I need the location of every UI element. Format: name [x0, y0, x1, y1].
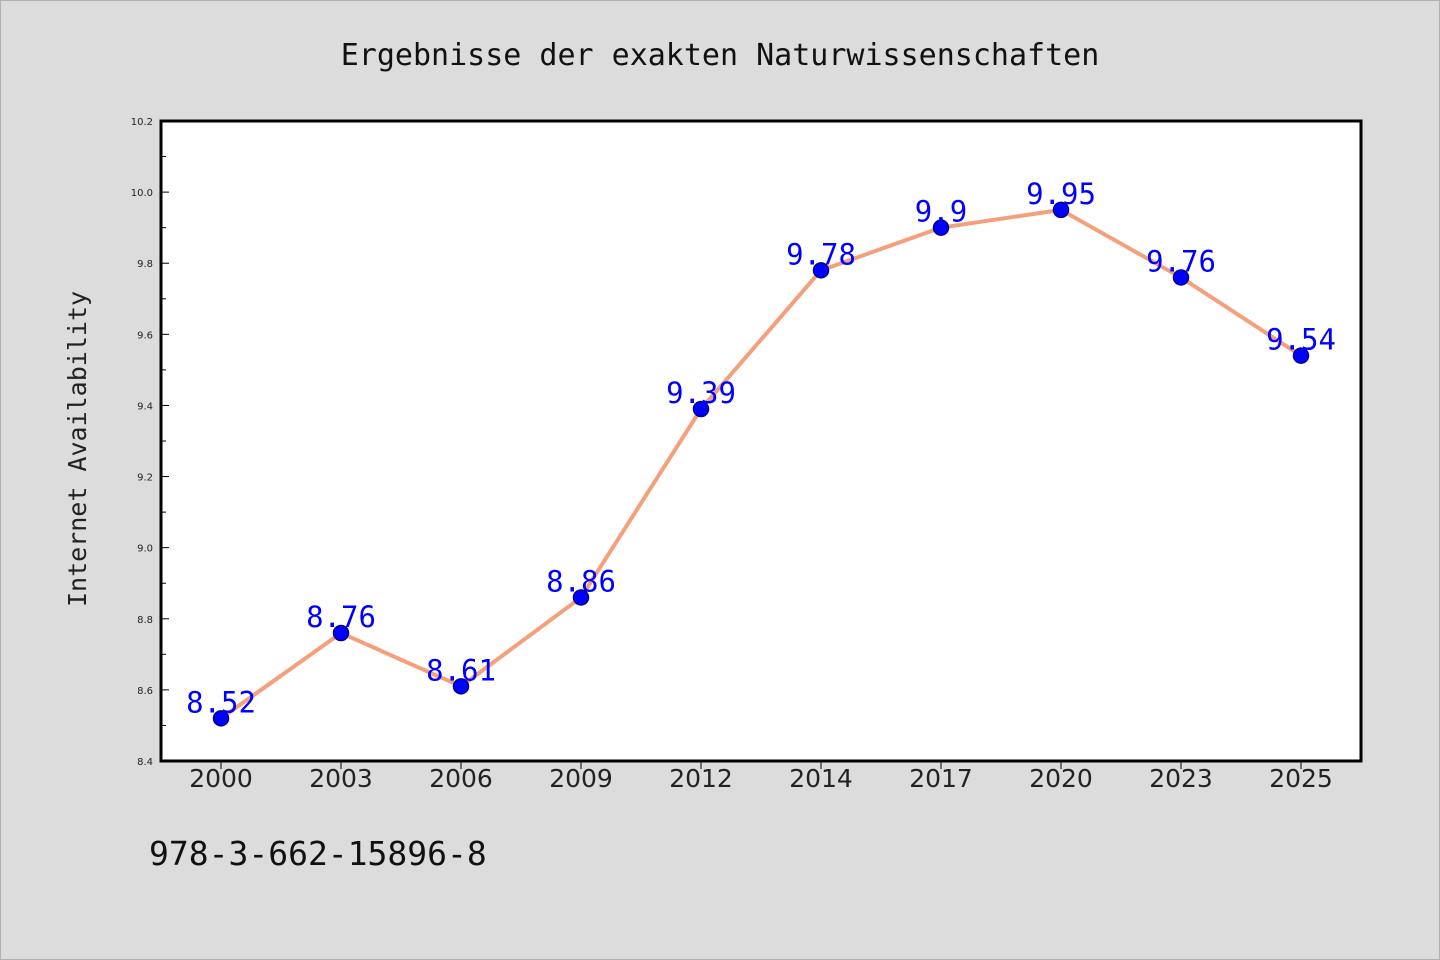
x-tick-label: 2009: [549, 764, 613, 793]
y-axis-label: Internet Availability: [63, 291, 92, 607]
data-label: 9.76: [1146, 244, 1216, 278]
data-label: 8.61: [426, 653, 496, 687]
y-axis-ticks: 8.4 8.6 8.8 9.0 9.2 9.4 9.6 9.8 10.0 10.2: [131, 117, 169, 768]
x-tick-label: 2000: [189, 764, 253, 793]
y-tick-label: 9.0: [137, 544, 153, 555]
data-point: [1172, 269, 1190, 286]
isbn-footer: 978-3-662-15896-8: [149, 834, 487, 873]
data-label: 9.54: [1266, 323, 1336, 357]
data-point: [692, 400, 710, 418]
data-label: 9.95: [1026, 177, 1096, 211]
data-point: [932, 219, 950, 236]
data-markers: [212, 201, 1310, 727]
y-tick-label: 9.6: [137, 330, 153, 341]
plot-area: [159, 119, 1363, 763]
x-tick-label: 2023: [1149, 764, 1213, 793]
y-tick-label: 9.8: [137, 259, 153, 270]
x-tick-label: 2025: [1269, 764, 1333, 793]
y-tick-label: 8.8: [137, 615, 153, 626]
data-label: 8.76: [306, 600, 376, 634]
x-tick-label: 2020: [1029, 764, 1093, 793]
y-tick-label: 9.2: [137, 473, 153, 484]
data-point: [212, 710, 230, 727]
data-point: [812, 262, 830, 279]
data-label: 9.9: [915, 195, 967, 229]
y-tick-label: 8.4: [137, 757, 153, 768]
data-label: 9.39: [666, 376, 736, 410]
data-point: [1052, 201, 1070, 219]
y-tick-label: 8.6: [137, 686, 153, 697]
x-tick-label: 2014: [789, 764, 853, 793]
data-point: [572, 589, 590, 606]
data-label: 9.78: [786, 237, 856, 271]
data-label: 8.86: [546, 564, 616, 598]
series-line: [219, 207, 1303, 720]
y-tick-label: 10.0: [131, 188, 153, 199]
data-point: [452, 678, 470, 695]
data-labels: 8.52 8.76 8.61 8.86 9.39 9.78 9.9 9.95 9.76 9.54: [186, 177, 1336, 719]
x-tick-label: 2006: [429, 764, 493, 793]
data-point: [1292, 347, 1310, 364]
x-tick-label: 2012: [669, 764, 733, 793]
data-label: 8.52: [186, 685, 256, 719]
chart-title: Ergebnisse der exakten Naturwissenschaft…: [341, 38, 1100, 73]
y-tick-label: 9.4: [137, 401, 153, 412]
x-tick-label: 2017: [909, 764, 973, 793]
x-axis-ticks: 2000 2003 2006 2009 2012 2014 2017 2020 2023 2025: [189, 761, 1333, 793]
data-point: [332, 624, 350, 642]
x-tick-label: 2003: [309, 764, 373, 793]
y-tick-label: 10.2: [131, 117, 153, 128]
